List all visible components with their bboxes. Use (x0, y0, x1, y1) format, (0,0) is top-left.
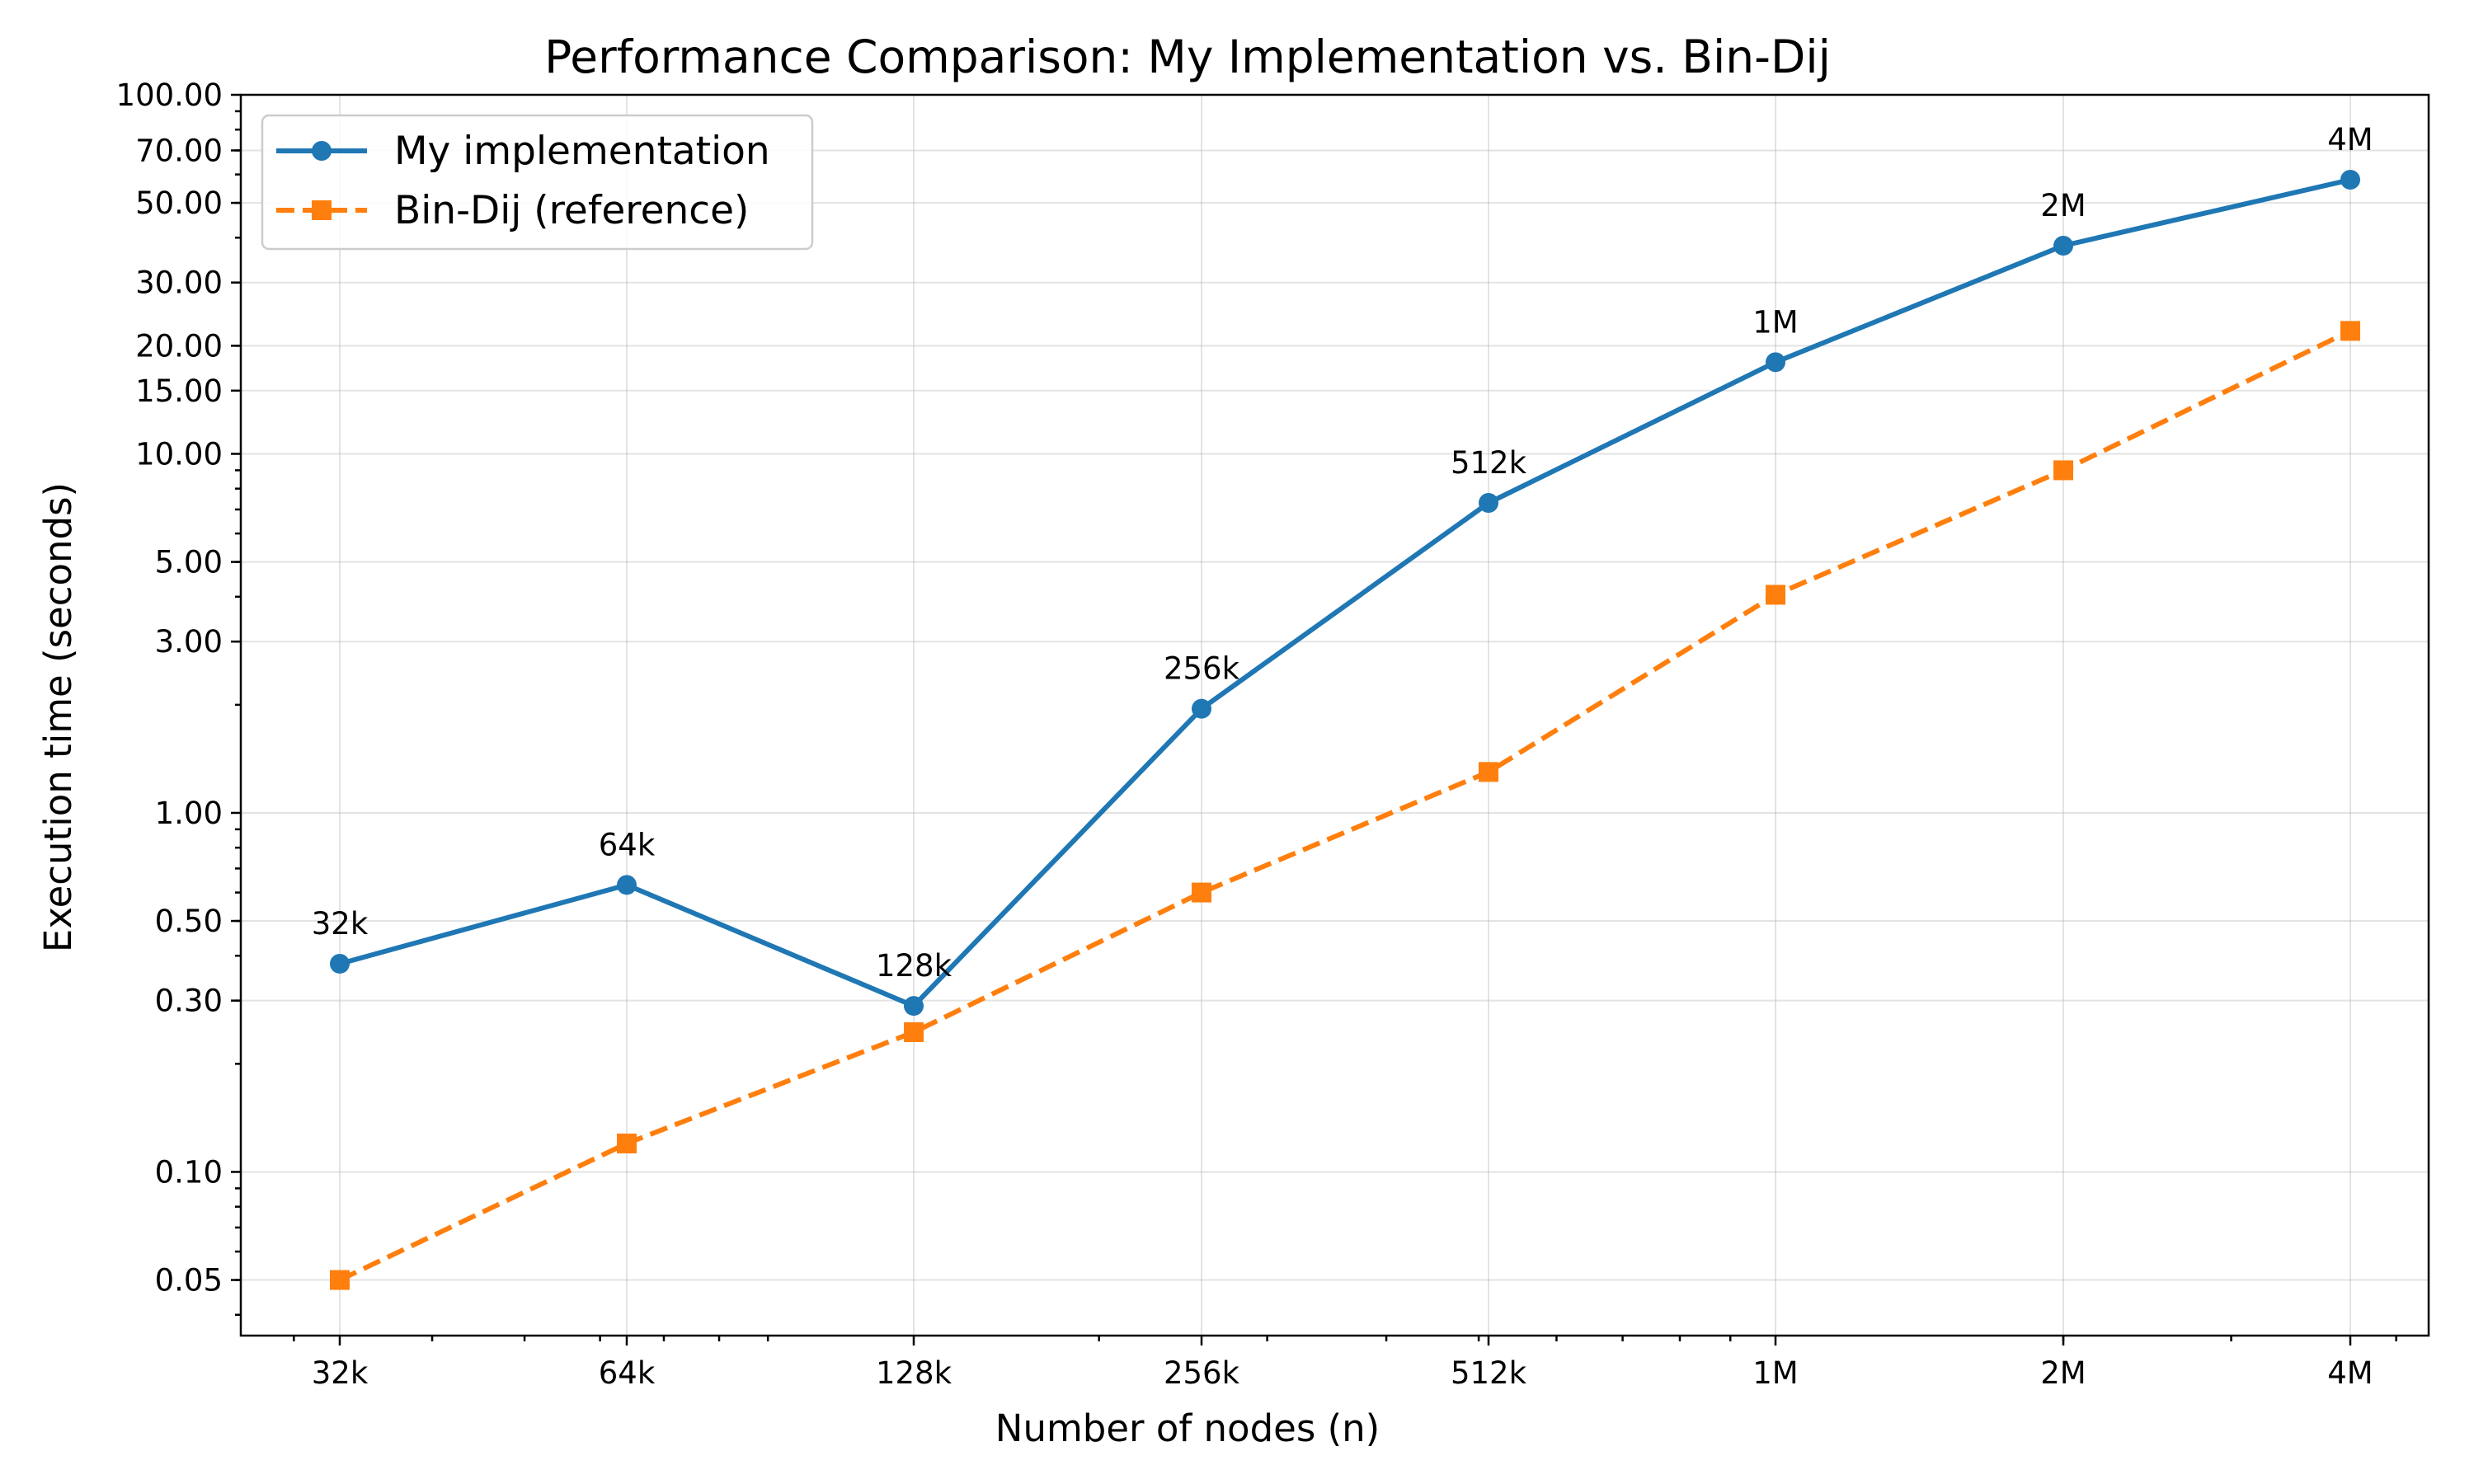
x-tick-label: 1M (1752, 1355, 1798, 1391)
y-tick-label: 1.00 (155, 796, 223, 831)
legend-frame (261, 114, 814, 251)
x-axis-label: Number of nodes (n) (995, 1407, 1380, 1450)
data-point-bin-dij (617, 1133, 637, 1153)
data-label-my-implementation: 128k (876, 948, 952, 984)
data-point-bin-dij (1479, 762, 1498, 782)
legend-entry-my-implementation: My implementation (276, 129, 770, 174)
data-label-my-implementation: 2M (2040, 188, 2086, 223)
y-axis-label: Execution time (seconds) (36, 482, 80, 952)
x-tick-label: 512k (1451, 1355, 1527, 1391)
x-tick-label: 4M (2327, 1355, 2373, 1391)
x-tick-label: 256k (1164, 1355, 1240, 1391)
y-tick-label: 15.00 (135, 373, 223, 409)
data-point-bin-dij (2053, 460, 2073, 481)
legend-marker-square (312, 200, 332, 220)
axes: 0.05 0.10 0.30 0.50 1.00 3.00 5.00 10.00 15.00 20… (116, 77, 2430, 1391)
data-point-my-implementation (330, 953, 350, 974)
y-tick-label: 0.10 (155, 1154, 223, 1190)
legend: My implementation Bin-Dij (reference) (261, 114, 814, 251)
data-label-my-implementation: 32k (312, 906, 369, 942)
data-label-my-implementation: 1M (1752, 304, 1798, 340)
y-tick-label: 0.30 (155, 984, 223, 1019)
x-tick-label: 64k (599, 1355, 656, 1391)
grid (241, 94, 2429, 1336)
data-point-bin-dij (904, 1021, 924, 1042)
x-tick-label: 128k (876, 1355, 952, 1391)
series-line-my-implementation (339, 177, 2351, 1009)
y-tick-label: 0.05 (155, 1263, 223, 1298)
data-point-my-implementation (904, 996, 924, 1017)
x-tick-label: 2M (2040, 1355, 2086, 1391)
data-point-bin-dij (2340, 321, 2360, 341)
legend-label-bin-dij: Bin-Dij (reference) (394, 188, 749, 233)
y-tick-label: 50.00 (135, 186, 223, 221)
x-tick-label: 32k (312, 1355, 369, 1391)
data-point-my-implementation (617, 875, 637, 895)
data-label-my-implementation: 4M (2327, 122, 2373, 157)
data-point-my-implementation (1479, 493, 1498, 514)
y-tick-label: 70.00 (135, 133, 223, 168)
data-label-my-implementation: 512k (1451, 445, 1527, 481)
data-point-my-implementation (2340, 170, 2360, 190)
y-tick-label: 100.00 (116, 77, 223, 113)
data-point-bin-dij (1766, 585, 1785, 605)
data-label-my-implementation: 64k (599, 827, 656, 862)
series-layer: 32k 64k 128k 256k 512k 1M 2M 4M (312, 122, 2373, 1290)
y-tick-label: 30.00 (135, 265, 223, 301)
data-point-bin-dij (1192, 882, 1211, 903)
data-point-bin-dij (330, 1270, 350, 1290)
plot-frame (239, 93, 2430, 1337)
legend-marker-circle (312, 141, 332, 161)
data-point-my-implementation (2053, 235, 2073, 256)
chart-title: Performance Comparison: My Implementatio… (544, 31, 1831, 83)
data-label-my-implementation: 256k (1164, 651, 1240, 687)
series-line-bin-dij (338, 328, 2352, 1283)
y-tick-label: 20.00 (135, 328, 223, 364)
legend-entry-bin-dij: Bin-Dij (reference) (276, 188, 749, 233)
data-point-my-implementation (1766, 352, 1785, 373)
y-tick-label: 5.00 (155, 545, 223, 580)
data-point-my-implementation (1192, 698, 1211, 719)
y-tick-label: 10.00 (135, 436, 223, 472)
legend-label-my-implementation: My implementation (394, 129, 770, 174)
y-tick-label: 0.50 (155, 904, 223, 939)
y-tick-label: 3.00 (155, 624, 223, 660)
